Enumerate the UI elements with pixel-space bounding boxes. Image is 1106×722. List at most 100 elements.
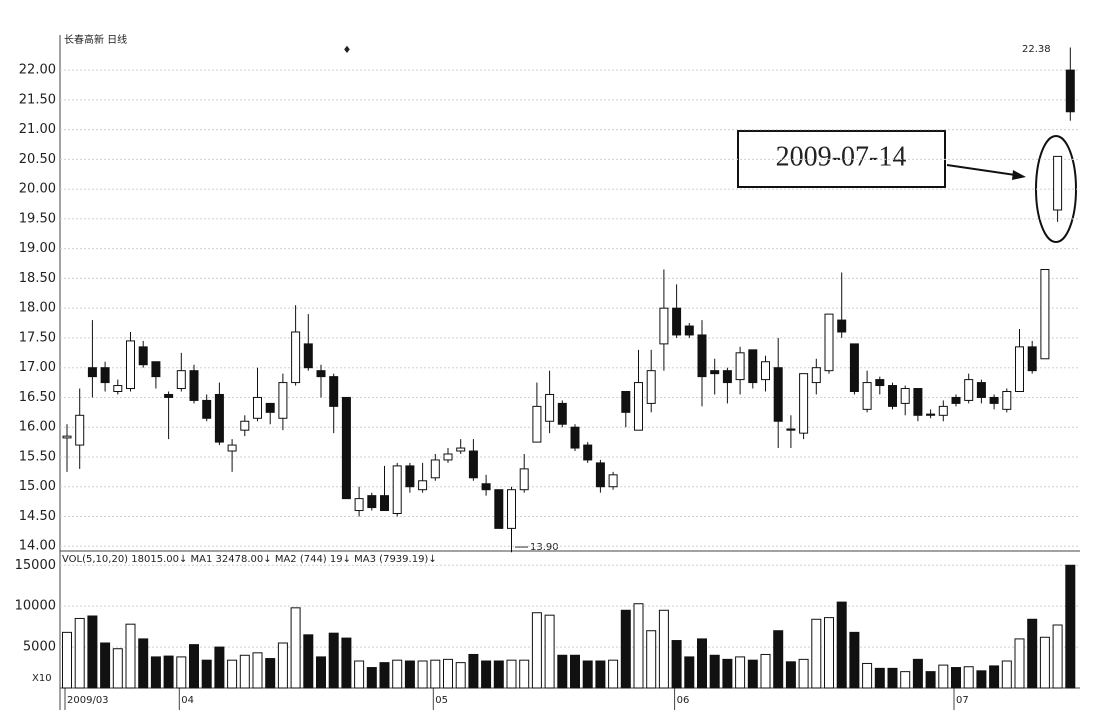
candle-body [710,370,720,375]
volume-bar [227,659,238,689]
candle-body [621,390,631,413]
volume-bar [570,654,580,689]
candle-body [265,402,275,413]
volume-bar [138,638,149,689]
candle-body [646,370,656,404]
candle-body [113,385,123,392]
volume-bar [328,632,339,689]
candle-body [1065,69,1075,113]
volume-bar [595,660,606,689]
candle-body [316,370,326,378]
y-tick-label: 15000 [15,558,56,573]
volume-bar [430,659,441,689]
volume-bar [798,658,809,689]
volume-bar [506,659,517,689]
volume-bar [773,630,784,689]
x-tick-label: 05 [435,695,448,706]
candle-body [697,334,707,378]
candle-body [164,393,174,398]
y-tick-label: 22.00 [19,63,56,78]
volume-bar [646,630,657,689]
volume-bar [252,652,263,689]
volume-bar [671,640,682,689]
volume-bar [316,656,326,689]
candle-body [761,361,770,381]
volume-bar [760,653,771,689]
candle-body [87,367,97,378]
candle-body [151,361,161,378]
candle-body [100,367,110,384]
volume-bar [519,659,530,689]
candle-body [62,435,72,439]
candle-body [380,495,389,512]
volume-bar [1027,618,1038,689]
volume-bar [709,654,720,689]
volume-bar [493,660,504,689]
candle-body [773,367,783,422]
volume-bar [620,609,631,689]
marker: ♦ [343,45,352,56]
candle-body [722,370,732,384]
volume-bar [87,615,98,689]
volume-bar [811,618,822,689]
volume-bar [963,666,974,689]
candle-body [291,331,301,384]
volume-bar [874,667,885,689]
volume-bar [214,646,225,689]
volume-title: VOL(5,10,20) 18015.00↓ MA1 32478.00↓ MA2… [62,554,437,565]
low-label: 13.90 [530,542,559,553]
volume-bar [862,662,873,689]
volume-bar [938,664,949,689]
arrow-head [1012,170,1026,180]
volume-bar [455,662,466,689]
candle-body [443,453,453,461]
candle-body [583,444,593,461]
candle-body [214,393,224,443]
volume-bar [1039,636,1050,689]
volume-bar [912,658,923,689]
candle-body [570,426,580,449]
x-tick-label: 04 [181,695,194,706]
y-tick-label: 18.00 [19,301,56,316]
candle-body [456,447,466,452]
candle-body [1040,268,1050,360]
volume-bar [989,665,1000,689]
candle-body [913,388,923,416]
candle-body [494,489,504,529]
candle-body [1002,390,1012,410]
candle-body [468,450,478,479]
candle-body [519,468,529,491]
x-tick-label: 07 [956,695,969,706]
unit-label: X10 [32,673,52,684]
candle-body [900,388,910,404]
candle-body [926,413,936,416]
candle-body [659,307,669,345]
volume-bar [722,658,733,689]
volume-bar [354,660,365,689]
candle-body [303,343,313,369]
candle-body [253,396,262,419]
y-tick-label: 20.50 [19,152,56,167]
candle-body [481,483,491,491]
volume-bar [100,642,111,689]
volume-bar [951,667,961,689]
volume-bar [392,659,403,689]
candle-body [189,370,199,401]
volume-bar [785,661,796,689]
candle-body [532,405,542,443]
volume-bar [633,603,644,689]
x-tick-label: 06 [677,695,690,706]
volume-bar [303,634,314,689]
y-tick-label: 16.00 [19,420,56,435]
candle-body [608,474,618,488]
candle-body [329,376,339,407]
candle-body [126,340,135,390]
candle-body [430,459,440,479]
volume-bar [163,655,174,689]
volume-bar [557,654,568,689]
annotation-arrow [946,164,1023,177]
candle-body [989,396,999,404]
candle-body [405,465,415,488]
candle-body [811,367,821,384]
candle-body [748,349,758,384]
